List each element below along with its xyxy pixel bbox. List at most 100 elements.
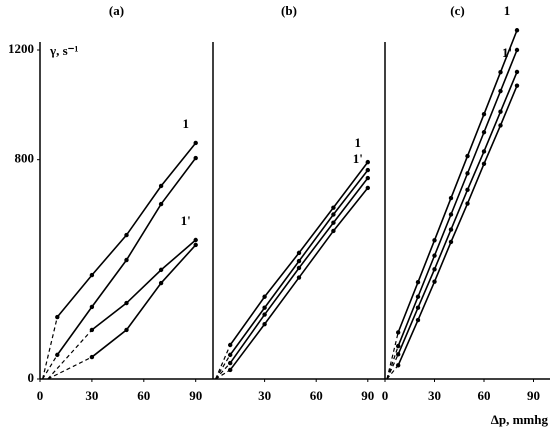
point: [365, 159, 370, 165]
point: [448, 212, 454, 217]
point: [331, 220, 336, 225]
panel-title: (a): [109, 3, 124, 18]
extrapolation: [386, 354, 399, 380]
point: [124, 257, 129, 263]
point: [396, 352, 401, 357]
point: [158, 267, 164, 273]
point: [396, 343, 401, 349]
point: [498, 88, 503, 94]
series-line: [91, 244, 197, 358]
point: [448, 239, 454, 245]
point: [514, 69, 520, 75]
point: [124, 232, 129, 238]
extrapolation: [386, 364, 399, 380]
point: [158, 201, 164, 207]
point: [365, 185, 370, 191]
point: [465, 187, 470, 193]
point: [432, 279, 437, 284]
series-line: [56, 157, 197, 356]
extrapolation: [215, 354, 231, 380]
point: [396, 330, 401, 335]
point: [481, 111, 487, 117]
point: [465, 153, 470, 159]
point: [415, 294, 421, 299]
y-tick-label: 800: [15, 151, 35, 166]
point: [193, 155, 198, 161]
series-label: 1': [502, 45, 512, 60]
point: [365, 167, 370, 173]
extrapolation: [386, 345, 399, 380]
point: [498, 109, 503, 114]
point: [262, 321, 267, 327]
series-line: [397, 71, 518, 355]
point: [262, 305, 267, 310]
series-label: 1': [181, 213, 191, 228]
point: [228, 342, 233, 348]
point: [89, 354, 95, 360]
series-line: [397, 29, 518, 333]
point: [365, 175, 370, 181]
point: [331, 212, 336, 217]
panel-title: (b): [281, 3, 297, 18]
point: [55, 352, 60, 358]
point: [481, 149, 487, 154]
point: [396, 363, 401, 368]
point: [193, 242, 198, 248]
point: [415, 280, 421, 285]
x-tick-label: 30: [258, 388, 271, 403]
point: [498, 123, 503, 128]
x-tick-label: 0: [382, 388, 389, 403]
x-tick-label: 90: [361, 388, 374, 403]
point: [481, 161, 487, 166]
series-label: 1': [353, 151, 363, 166]
point: [124, 300, 129, 306]
point: [55, 314, 60, 320]
point: [331, 205, 336, 210]
point: [89, 327, 95, 333]
point: [432, 238, 437, 243]
point: [124, 327, 129, 333]
point: [415, 317, 421, 323]
point: [228, 360, 233, 366]
point: [514, 28, 520, 33]
point: [465, 201, 470, 206]
series-line: [229, 177, 369, 364]
point: [415, 305, 421, 310]
x-tick-label: 30: [85, 388, 98, 403]
point: [481, 130, 487, 135]
extrapolation: [215, 362, 231, 380]
point: [193, 140, 198, 146]
point: [432, 267, 437, 272]
extrapolation: [47, 356, 93, 380]
extrapolation: [215, 369, 231, 380]
series-line: [397, 49, 518, 347]
point: [158, 280, 164, 286]
y-axis-label: γ, s⁻¹: [49, 43, 79, 58]
point: [514, 83, 520, 88]
point: [296, 250, 302, 256]
extrapolation: [386, 332, 399, 380]
y-tick-label: 0: [28, 370, 35, 385]
point: [331, 228, 336, 234]
x-tick-label: 90: [189, 388, 202, 403]
series-line: [56, 142, 197, 318]
point: [262, 312, 267, 317]
series-line: [91, 239, 197, 331]
x-axis-label: Δp, mmhg: [491, 412, 549, 427]
point: [296, 258, 302, 264]
x-tick-label: 30: [428, 388, 441, 403]
series-label: 1: [504, 3, 511, 18]
series-label: 1: [182, 116, 189, 131]
point: [89, 272, 95, 278]
point: [228, 352, 233, 358]
x-tick-label: 60: [137, 388, 150, 403]
x-tick-label: 60: [478, 388, 491, 403]
point: [296, 275, 302, 280]
point: [448, 227, 454, 232]
point: [158, 183, 164, 189]
point: [193, 237, 198, 243]
point: [465, 171, 470, 176]
y-tick-label: 1200: [8, 41, 34, 56]
point: [514, 47, 520, 53]
